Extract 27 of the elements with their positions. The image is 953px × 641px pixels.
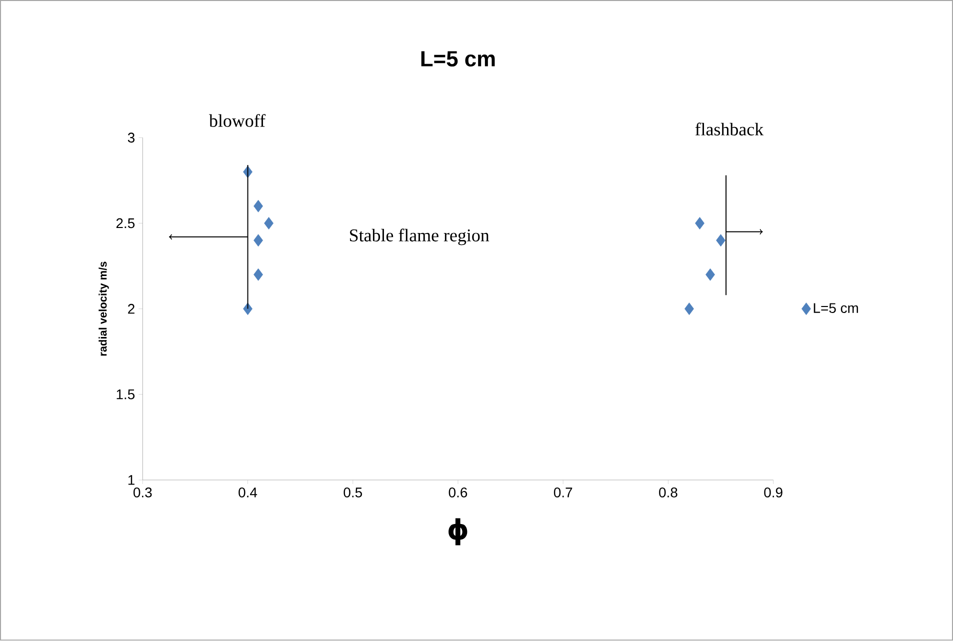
point: [695, 217, 704, 230]
y-tick-label: 1.5: [116, 390, 135, 400]
point: [264, 217, 274, 230]
chart-title: L=5 cm: [421, 51, 495, 67]
point: [716, 234, 726, 247]
x-tick-label: 0.5: [344, 488, 362, 498]
y-tick-label: 2: [128, 304, 134, 314]
x-tick-label: 0.8: [659, 488, 678, 498]
x-tick-label: 0.9: [764, 488, 782, 498]
text: flashback: [695, 122, 764, 136]
text: blowoff: [209, 114, 266, 128]
y-axis-title: radial velocity m/s: [98, 262, 109, 356]
x-axis-title: ϕ: [448, 518, 468, 546]
x-tick-label: 0.6: [448, 488, 468, 498]
point: [254, 268, 263, 281]
y-tick-label: 3: [128, 132, 135, 143]
x-tick-label: 0.7: [554, 488, 572, 498]
x-tick-label: 0.4: [238, 488, 258, 498]
point: [684, 302, 694, 316]
annotation: Stable flame region: [350, 228, 490, 246]
point: [706, 268, 715, 281]
x-tick-label: 0.3: [134, 488, 152, 498]
point: [254, 200, 263, 212]
y-tick-label: 1: [128, 475, 134, 485]
y-tick-label: 2.5: [116, 218, 135, 228]
point: [254, 234, 263, 247]
legend-label: L=5 cm: [814, 303, 858, 314]
